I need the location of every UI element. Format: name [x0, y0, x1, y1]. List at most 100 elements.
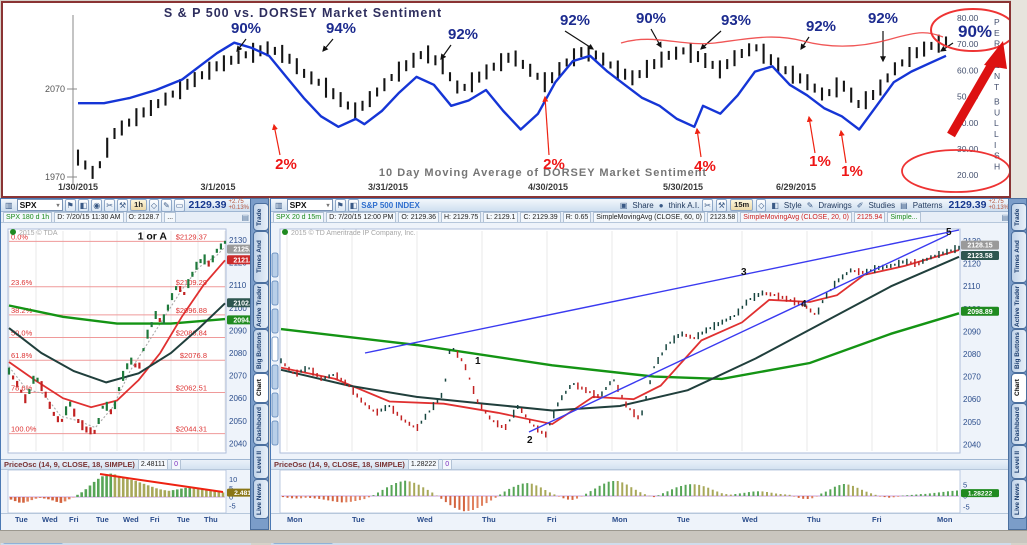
left-chart-info-row: SPX 180 d 1h D: 7/20/15 11:30 AM O: 2128.7… [1, 212, 251, 223]
monitor-icon[interactable]: ▭ [173, 198, 186, 212]
svg-text:80.00: 80.00 [957, 13, 979, 23]
link-icon[interactable]: ◇ [756, 198, 767, 212]
svg-text:93%: 93% [721, 12, 751, 29]
pencil-icon[interactable]: ✎ [161, 198, 172, 212]
symbol-description: S&P 500 INDEX [361, 200, 420, 210]
symbol-input[interactable]: SPX ▾ [16, 199, 63, 211]
svg-text:I: I [994, 140, 996, 150]
tools-icon[interactable]: ⚒ [116, 198, 129, 212]
svg-text:4: 4 [801, 299, 807, 310]
svg-text:2080: 2080 [963, 350, 981, 359]
cut-icon[interactable]: ✂ [702, 198, 713, 212]
info-chip: 2125.94 [854, 212, 886, 222]
flag-icon[interactable]: ⚑ [334, 198, 346, 212]
svg-text:1%: 1% [809, 153, 831, 170]
svg-text:90%: 90% [231, 20, 261, 37]
share-button[interactable]: Share [632, 200, 654, 210]
sidebar-tab-trade[interactable]: Trade [253, 203, 269, 231]
think-ai-icon[interactable]: ● [658, 200, 664, 210]
svg-text:5: 5 [229, 484, 233, 493]
info-chip: D: 7/20/15 11:30 AM [54, 212, 124, 222]
info-chip: O: 2129.36 [398, 212, 439, 222]
svg-text:3/31/2015: 3/31/2015 [368, 182, 408, 192]
svg-text:4/30/2015: 4/30/2015 [528, 182, 568, 192]
drawings-icon[interactable]: ✎ [806, 200, 814, 210]
right-oscillator-canvas[interactable]: 50-51.28222 [271, 470, 1011, 513]
svg-text:2125.98: 2125.98 [233, 247, 251, 254]
svg-text:5: 5 [946, 227, 952, 238]
flag-icon[interactable]: ⚑ [64, 198, 76, 212]
cut-icon[interactable]: ✂ [104, 198, 115, 212]
svg-text:1970: 1970 [45, 172, 65, 182]
svg-text:60.00: 60.00 [957, 65, 979, 75]
svg-text:E: E [994, 28, 1000, 38]
svg-text:L: L [994, 129, 999, 139]
red-ellipse-annotation [901, 149, 1011, 193]
sidebar-tab-chart[interactable]: Chart [1011, 373, 1027, 403]
studies-icon[interactable]: ✐ [856, 200, 864, 210]
right-price-chart-canvas[interactable]: 1234521302120211021002090208020702060205… [271, 223, 1011, 459]
print-icon[interactable]: ▤ [1001, 212, 1009, 222]
sidebar-tab-dashboard[interactable]: Dashboard [1011, 403, 1027, 445]
svg-text:2100: 2100 [229, 304, 247, 313]
right-chart-panel: ▥ SPX ▾ ⚑ ◧ S&P 500 INDEX ▣ Share ● think A… [270, 198, 1012, 545]
svg-text:10 Day Moving Average of DORSE: 10 Day Moving Average of DORSEY Market S… [379, 167, 707, 179]
svg-text:2102.23: 2102.23 [233, 300, 251, 307]
timeframe-button[interactable]: 15m [730, 199, 754, 211]
svg-text:S: S [994, 151, 1000, 161]
drawings-button[interactable]: Drawings [818, 200, 852, 210]
style-icon[interactable]: ◧ [771, 200, 779, 210]
sidebar-tab-active-trader[interactable]: Active Trader [1011, 283, 1027, 329]
svg-text:92%: 92% [868, 10, 898, 27]
sidebar-tab-times-and-sales[interactable]: Times And Sales [253, 231, 269, 283]
palette-icon[interactable]: ◧ [77, 198, 90, 212]
sidebar-tab-big-buttons[interactable]: Big Buttons [253, 329, 269, 373]
day-label: Tue [352, 515, 365, 524]
left-price-chart-canvas[interactable]: 0.0% $2129.37 23.6% $2109.29 38.2% $2096.88 50… [1, 223, 251, 459]
day-label: Thu [204, 515, 218, 524]
sidebar-tab-trade[interactable]: Trade [1011, 203, 1027, 231]
svg-text:2040: 2040 [229, 439, 247, 448]
sidebar-tab-live-news[interactable]: Live News [253, 479, 269, 519]
sidebar-tab-dashboard[interactable]: Dashboard [253, 403, 269, 445]
svg-text:$2044.31: $2044.31 [176, 425, 207, 434]
day-label: Tue [677, 515, 690, 524]
think-ai-button[interactable]: think A.I. [668, 200, 700, 210]
studies-button[interactable]: Studies [868, 200, 896, 210]
svg-text:20.00: 20.00 [957, 170, 979, 180]
patterns-button[interactable]: Patterns [912, 200, 943, 210]
print-icon[interactable]: ▤ [241, 212, 249, 222]
share-icon[interactable]: ▣ [619, 200, 628, 210]
tools-icon[interactable]: ⚒ [716, 198, 728, 212]
svg-text:1%: 1% [841, 163, 863, 180]
timeframe-button[interactable]: 1h [130, 199, 147, 211]
chevron-down-icon: ▾ [326, 202, 330, 209]
svg-text:R: R [994, 39, 1000, 49]
oscillator-param: 0 [442, 459, 453, 470]
oscillator-value: 2.48111 [137, 459, 169, 470]
sidebar-tab-level-ii[interactable]: Level II [1011, 445, 1027, 479]
svg-text:P: P [994, 17, 1000, 27]
style-button[interactable]: Style [783, 200, 802, 210]
sidebar-tab-big-buttons[interactable]: Big Buttons [1011, 329, 1027, 373]
svg-text:50.0%: 50.0% [11, 329, 33, 338]
sidebar-tab-level-ii[interactable]: Level II [253, 445, 269, 479]
svg-text:2130: 2130 [229, 236, 247, 245]
svg-text:30.00: 30.00 [957, 144, 979, 154]
eye-icon[interactable]: ◉ [91, 198, 103, 212]
sidebar-tab-active-trader[interactable]: Active Trader [253, 283, 269, 329]
svg-text:92%: 92% [448, 26, 478, 43]
sidebar-tab-chart[interactable]: Chart [253, 373, 269, 403]
symbol-input[interactable]: SPX ▾ [286, 199, 333, 211]
last-price: 2129.39 [188, 199, 227, 211]
patterns-icon[interactable]: ▤ [900, 200, 908, 210]
svg-text:3/1/2015: 3/1/2015 [200, 182, 235, 192]
palette-icon[interactable]: ◧ [347, 198, 360, 212]
sidebar-tab-live-news[interactable]: Live News [1011, 479, 1027, 519]
svg-text:H: H [994, 161, 1000, 171]
day-label: Mon [287, 515, 303, 524]
sidebar-tab-times-and-sales[interactable]: Times And Sales [1011, 231, 1027, 283]
link-icon[interactable]: ◇ [148, 198, 160, 212]
